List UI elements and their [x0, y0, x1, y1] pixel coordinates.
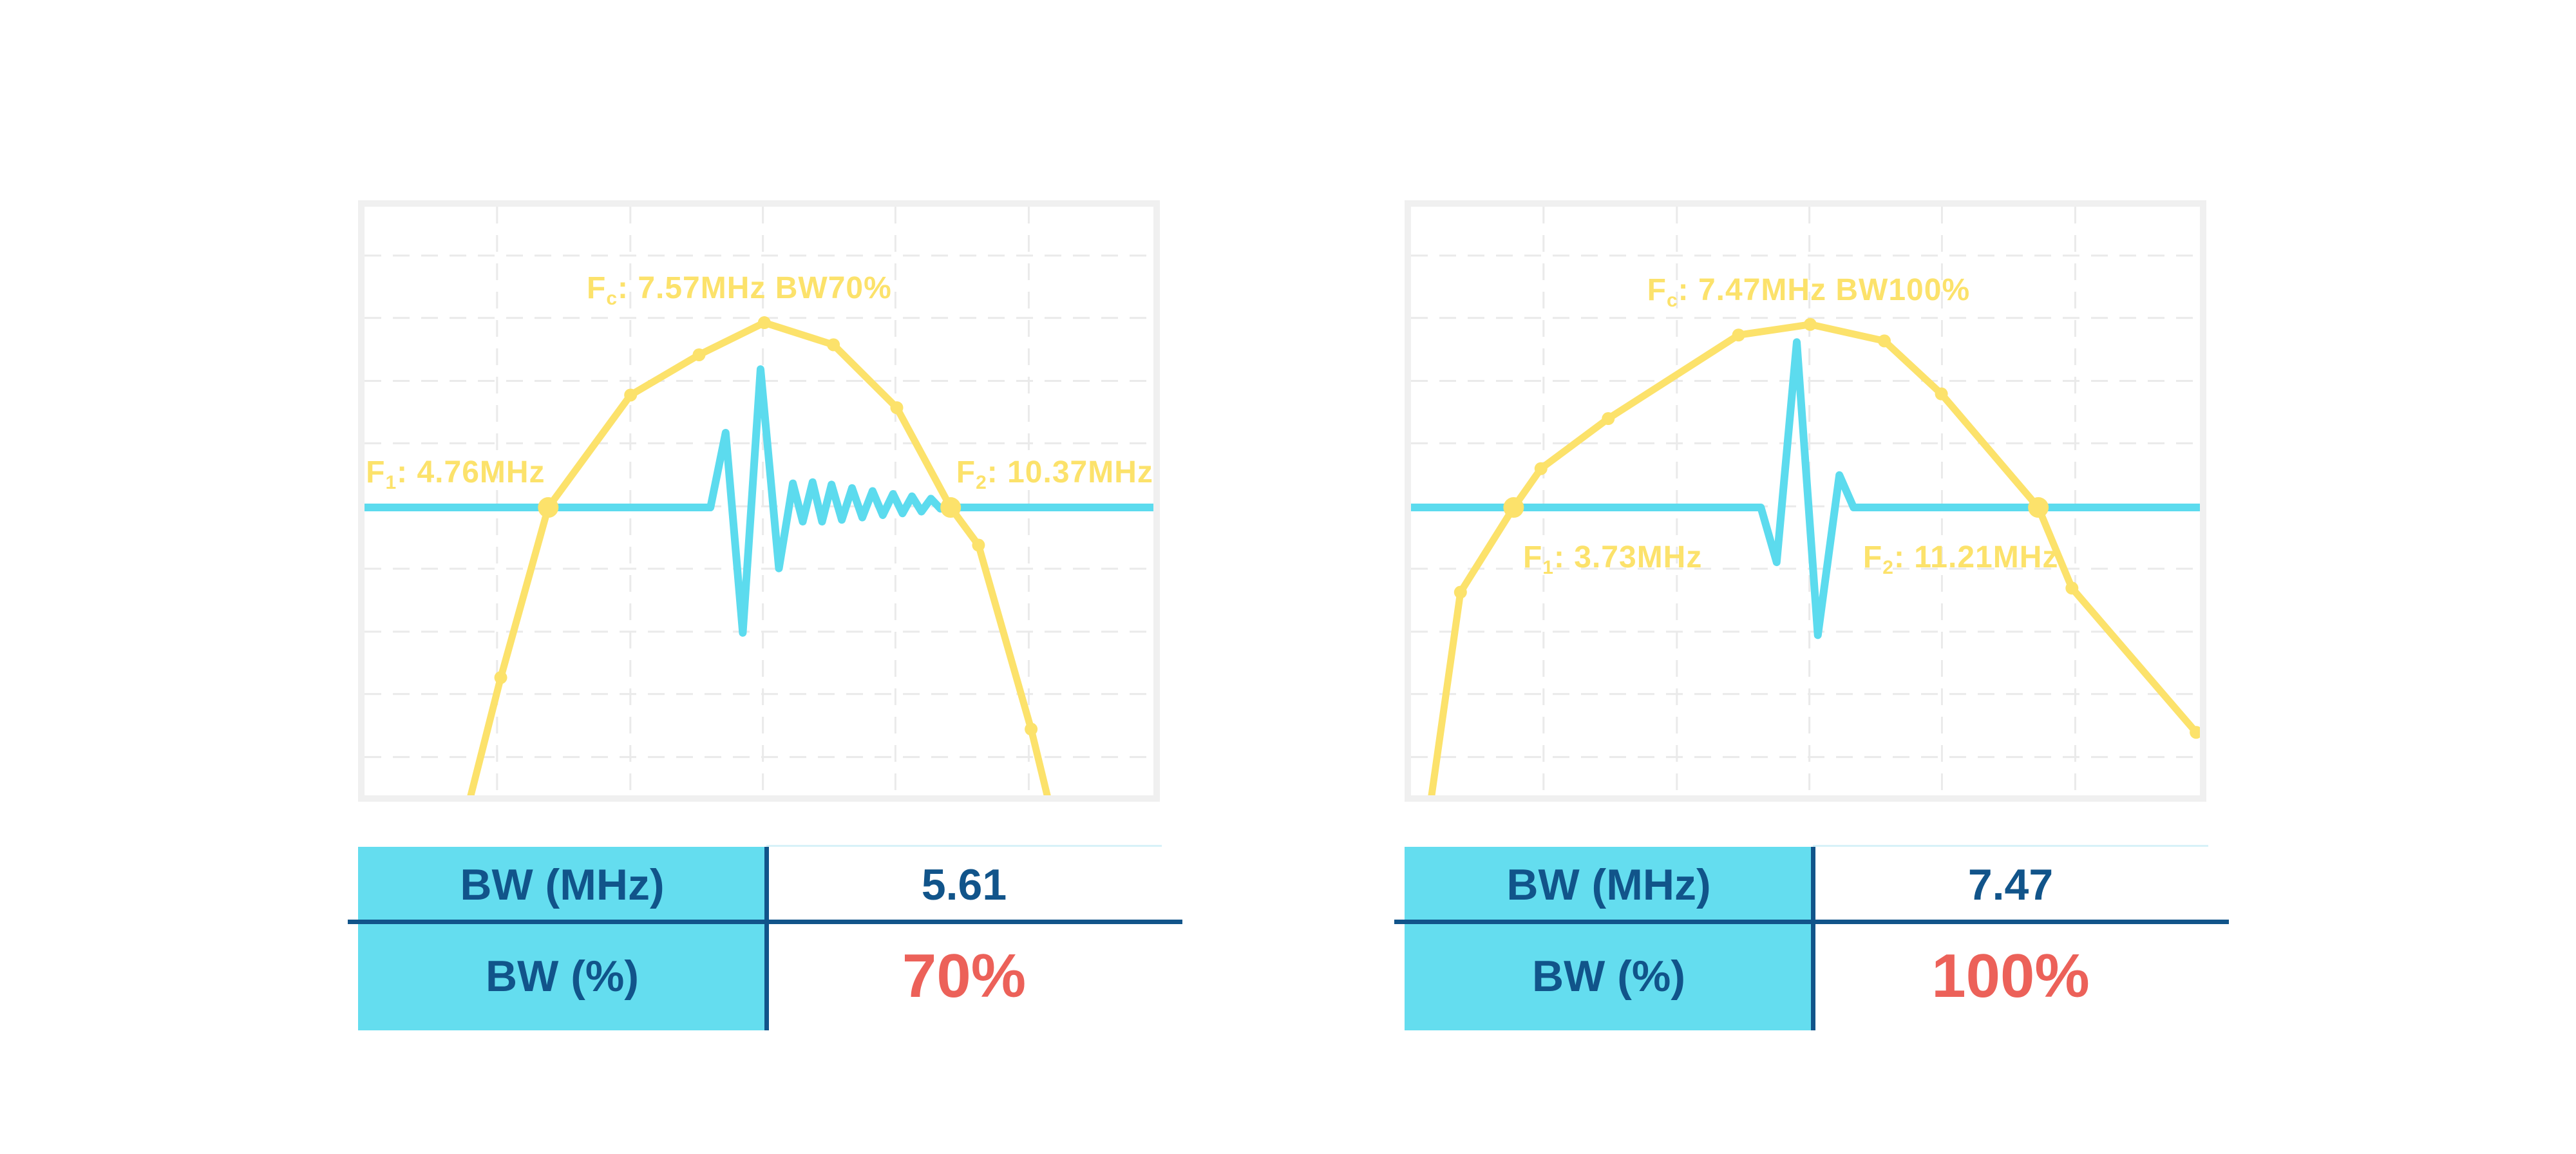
cutoff-frequency-marker — [2028, 497, 2049, 518]
fc-symbol: F — [586, 271, 607, 306]
f2-value-text: : 11.21MHz — [1893, 540, 2059, 574]
f2-symbol: F — [956, 455, 976, 490]
fc-value-text: : 7.57MHz BW70% — [618, 271, 892, 306]
spectrum-point-marker — [757, 316, 771, 330]
spectrum-point-marker — [827, 338, 840, 352]
spectrum-point-marker — [2190, 726, 2200, 739]
pulse-waveform — [1411, 338, 2200, 639]
f1-symbol: F — [1522, 540, 1543, 574]
fc-symbol: F — [1647, 273, 1667, 308]
table-column-divider — [764, 847, 769, 1030]
spectrum-point-marker — [494, 671, 507, 685]
bandwidth-table-70pct: BW (MHz) 5.61 BW (%) 70% — [348, 845, 1182, 1030]
chart-plot-area — [1411, 207, 2200, 795]
table-row-divider — [1394, 920, 2229, 924]
spectrum-point-marker — [1454, 585, 1467, 599]
f1-subscript: 1 — [385, 472, 397, 494]
spectrum-point-marker — [890, 401, 904, 415]
spectrum-point-marker — [1534, 462, 1548, 475]
bandwidth-table-100pct: BW (MHz) 7.47 BW (%) 100% — [1394, 845, 2229, 1030]
spectrum-point-marker — [1803, 317, 1817, 331]
pulse-spectrum-chart-100pct: Fc: 7.47MHz BW100% F1: 3.73MHz F2: 11.21… — [1405, 200, 2206, 802]
center-frequency-label: Fc: 7.47MHz BW100% — [1647, 273, 1971, 310]
bw-pct-value-cell: 100% — [1813, 922, 2208, 1030]
fc-subscript: c — [1666, 290, 1678, 312]
spectrum-point-marker — [972, 538, 985, 552]
bw-mhz-value-cell: 5.61 — [766, 847, 1162, 922]
f1-frequency-label: F1: 4.76MHz — [366, 455, 545, 493]
spectrum-point-marker — [1602, 412, 1615, 426]
cutoff-frequency-marker — [940, 497, 961, 518]
f1-frequency-label: F1: 3.73MHz — [1522, 540, 1703, 577]
f2-symbol: F — [1862, 540, 1883, 574]
f2-subscript: 2 — [1882, 556, 1894, 578]
f1-symbol: F — [366, 455, 386, 490]
table-top-rule — [1813, 845, 2208, 847]
spectrum-point-marker — [2065, 582, 2079, 595]
spectrum-point-marker — [1025, 723, 1038, 736]
center-frequency-label: Fc: 7.57MHz BW70% — [586, 271, 892, 308]
spectrum-point-marker — [624, 388, 638, 402]
bw-mhz-header-cell: BW (MHz) — [1405, 847, 1813, 922]
f1-subscript: 1 — [1542, 556, 1554, 578]
bw-pct-header-cell: BW (%) — [358, 922, 766, 1030]
table-column-divider — [1811, 847, 1815, 1030]
cutoff-frequency-marker — [538, 497, 559, 518]
cutoff-frequency-marker — [1503, 497, 1524, 518]
f2-value-text: : 10.37MHz — [987, 455, 1153, 490]
chart-plot-area — [365, 207, 1153, 795]
spectrum-point-marker — [1935, 387, 1948, 401]
fc-value-text: : 7.47MHz BW100% — [1678, 273, 1971, 308]
pulse-spectrum-chart-70pct: Fc: 7.57MHz BW70% F1: 4.76MHz F2: 10.37M… — [358, 200, 1160, 802]
table-row-divider — [348, 920, 1182, 924]
f2-frequency-label: F2: 11.21MHz — [1862, 540, 2059, 577]
spectrum-point-marker — [1732, 328, 1745, 342]
table-top-rule — [766, 845, 1162, 847]
bw-pct-header-cell: BW (%) — [1405, 922, 1813, 1030]
spectrum-curve — [1428, 321, 2200, 795]
pulse-waveform — [365, 365, 1153, 637]
f2-frequency-label: F2: 10.37MHz — [956, 455, 1153, 493]
spectrum-point-marker — [692, 348, 706, 361]
bw-mhz-value-cell: 7.47 — [1813, 847, 2208, 922]
bw-mhz-header-cell: BW (MHz) — [358, 847, 766, 922]
spectrum-point-marker — [1878, 334, 1891, 348]
f1-value-text: : 3.73MHz — [1553, 540, 1703, 574]
fc-subscript: c — [606, 288, 618, 310]
f2-subscript: 2 — [976, 472, 987, 494]
spectrum-curve — [467, 319, 1051, 795]
bw-pct-value-cell: 70% — [766, 922, 1162, 1030]
f1-value-text: : 4.76MHz — [397, 455, 545, 490]
